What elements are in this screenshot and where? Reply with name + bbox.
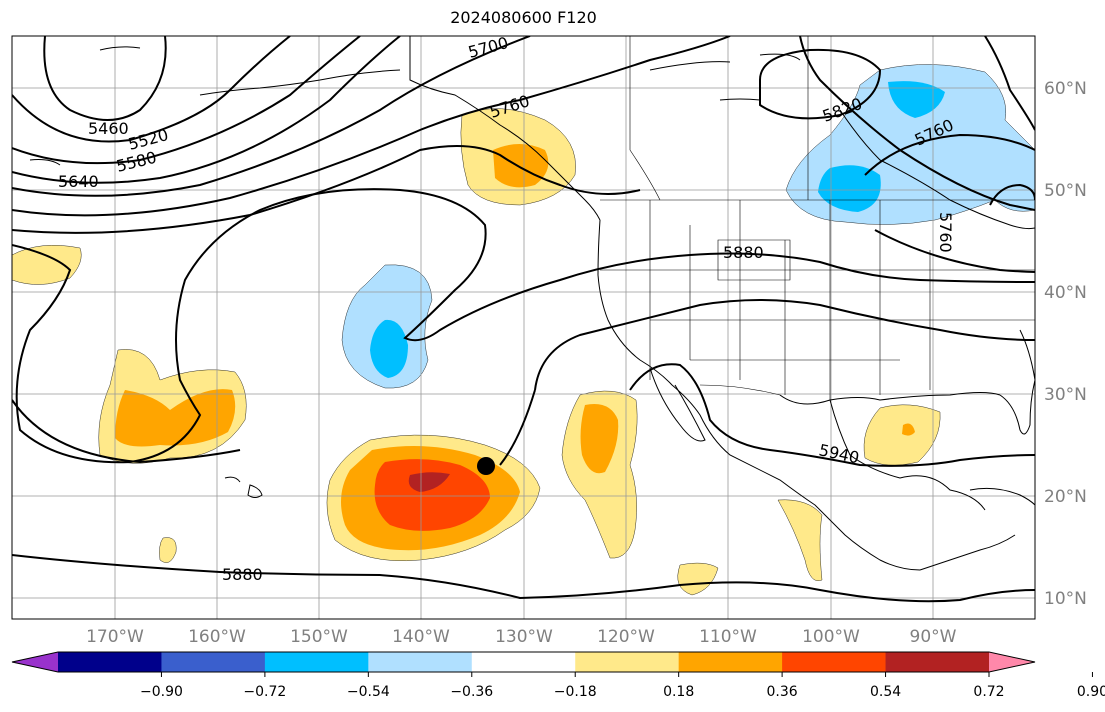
colorbar-segment: [161, 652, 266, 672]
colorbar-ticks: −0.90 −0.72 −0.54 −0.36 −0.18 0.18 0.36 0.54 0.7…: [140, 672, 1105, 700]
colorbar-tick-label: 0.90: [1077, 684, 1105, 700]
height-contours: [12, 36, 1035, 603]
lon-label: 170°W: [86, 627, 144, 647]
colorbar-extend-high: [989, 652, 1035, 672]
lon-label: 150°W: [290, 627, 348, 647]
contour-label: 5580: [114, 148, 158, 176]
lon-label: 130°W: [495, 627, 553, 647]
lat-label: 40°N: [1044, 283, 1087, 303]
colorbar-segment: [782, 652, 887, 672]
lat-label: 30°N: [1044, 385, 1087, 405]
longitude-labels: 170°W 160°W 150°W 140°W 130°W 120°W 110°…: [86, 627, 957, 647]
colorbar-tick-label: −0.54: [347, 684, 390, 700]
lon-label: 90°W: [910, 627, 957, 647]
lon-label: 110°W: [699, 627, 757, 647]
coastlines: [29, 36, 1035, 571]
lat-label: 60°N: [1044, 79, 1087, 99]
contour-label: 5460: [88, 119, 129, 138]
colorbar-tick-label: −0.72: [243, 684, 286, 700]
colorbar-tick-label: 0.54: [870, 684, 901, 700]
colorbar-outline: [11, 651, 1036, 673]
contour-label: 5760: [936, 212, 955, 253]
colorbar: −0.90 −0.72 −0.54 −0.36 −0.18 0.18 0.36 0.54 0.7…: [11, 651, 1105, 700]
lat-label: 50°N: [1044, 181, 1087, 201]
colorbar-tick-label: −0.36: [450, 684, 493, 700]
contour-label: 5880: [222, 565, 263, 584]
colorbar-segment: [471, 652, 576, 672]
lat-label: 20°N: [1044, 487, 1087, 507]
colorbar-tick-label: 0.18: [663, 684, 694, 700]
lon-label: 140°W: [392, 627, 450, 647]
lon-label: 160°W: [188, 627, 246, 647]
contour-label: 5700: [466, 33, 510, 62]
lon-label: 120°W: [597, 627, 655, 647]
colorbar-segment: [678, 652, 783, 672]
colorbar-segment: [575, 652, 680, 672]
shaded-anomaly-fields: [12, 64, 1035, 596]
colorbar-tick-label: 0.36: [767, 684, 798, 700]
storm-center-marker: [477, 457, 495, 475]
political-boundaries: [600, 36, 1035, 400]
colorbar-segment: [368, 652, 473, 672]
colorbar-tick-label: −0.90: [140, 684, 183, 700]
contour-label: 5640: [58, 172, 99, 191]
colorbar-segments: [58, 652, 990, 672]
colorbar-segment: [264, 652, 369, 672]
graticule: [12, 36, 1035, 619]
colorbar-extend-low: [12, 652, 58, 672]
latitude-labels: 60°N 50°N 40°N 30°N 20°N 10°N: [1044, 79, 1087, 609]
colorbar-tick-label: −0.18: [554, 684, 597, 700]
contour-label: 5940: [817, 440, 861, 467]
lon-label: 100°W: [802, 627, 860, 647]
map-title: 2024080600 F120: [450, 8, 597, 27]
colorbar-segment: [58, 652, 162, 672]
map-frame: [11, 35, 1036, 620]
colorbar-segment: [885, 652, 990, 672]
contour-label: 5880: [723, 243, 764, 262]
lat-label: 10°N: [1044, 589, 1087, 609]
colorbar-tick-label: 0.72: [973, 684, 1004, 700]
